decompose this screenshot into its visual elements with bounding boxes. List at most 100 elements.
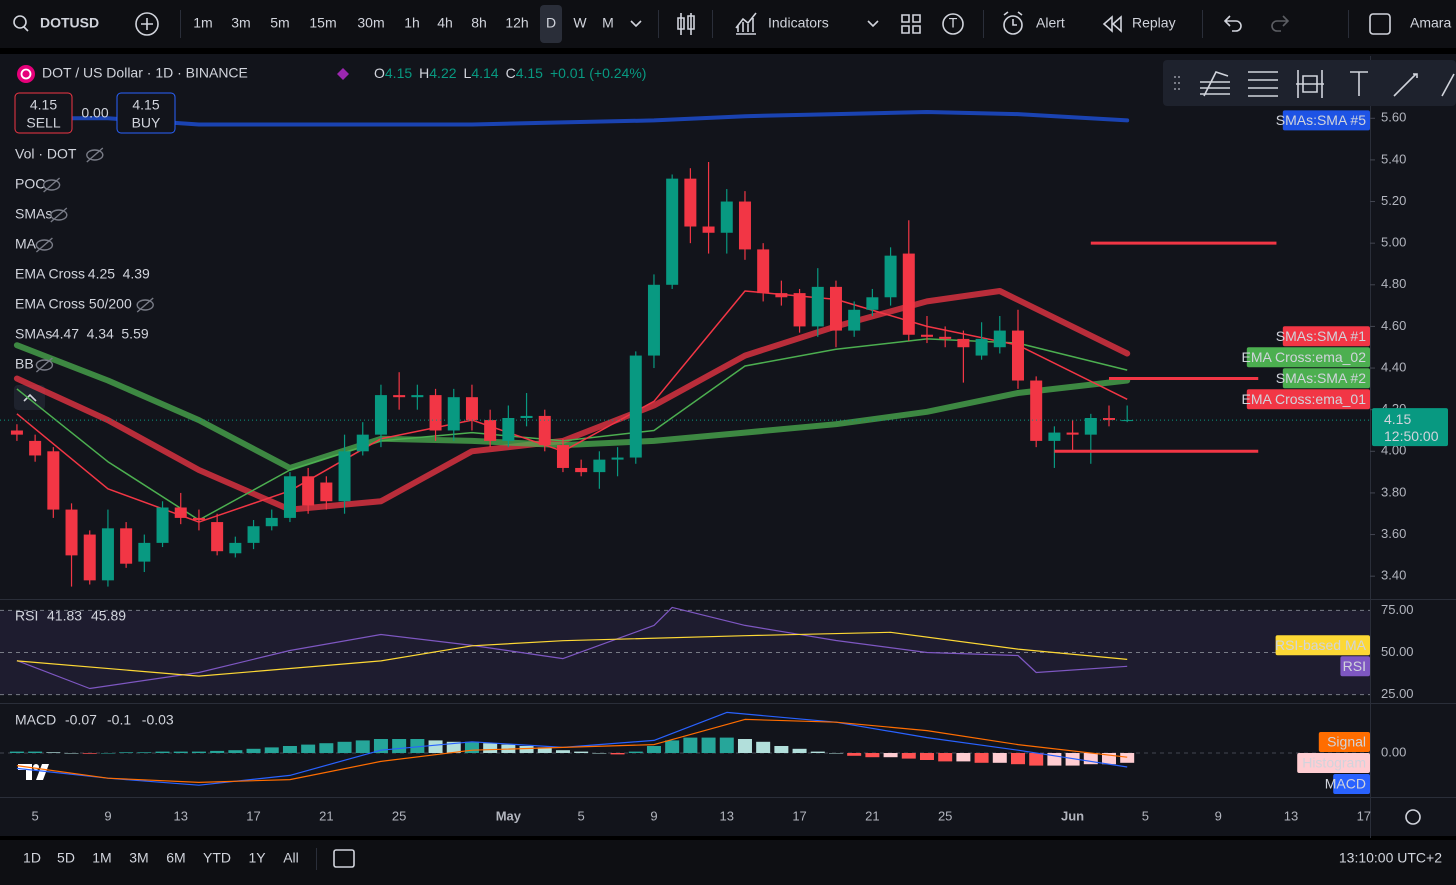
- range-button[interactable]: 1Y: [248, 850, 266, 866]
- legend-label[interactable]: EMA Cross 50/200: [15, 296, 132, 312]
- layouts-button[interactable]: [901, 14, 921, 34]
- candle-body: [502, 418, 515, 441]
- range-button[interactable]: 1M: [92, 850, 111, 866]
- rsi-line: [16, 606, 1128, 690]
- candle-body: [1066, 432, 1079, 435]
- brush-tool[interactable]: [1441, 73, 1455, 97]
- interval-button[interactable]: 8h: [471, 15, 487, 31]
- hidden-eye[interactable]: [86, 149, 104, 161]
- axis-settings[interactable]: [1405, 809, 1421, 825]
- user-name[interactable]: Amara: [1410, 15, 1451, 31]
- range-button[interactable]: 1D: [23, 850, 41, 866]
- y-tick-label: 50.00: [1381, 644, 1414, 659]
- interval-button[interactable]: 1m: [193, 15, 212, 31]
- interval-button[interactable]: 4h: [437, 15, 453, 31]
- legend-label[interactable]: Vol · DOT: [15, 146, 77, 162]
- range-button[interactable]: YTD: [203, 850, 231, 866]
- hidden-eye-slash: [35, 237, 53, 253]
- replay-button[interactable]: Replay: [1132, 15, 1176, 31]
- interval-button[interactable]: 15m: [309, 15, 336, 31]
- range-button[interactable]: 6M: [166, 850, 185, 866]
- trend-tool[interactable]: [1393, 73, 1418, 97]
- indicators-icon[interactable]: [735, 12, 757, 35]
- legend-label[interactable]: POC: [15, 176, 45, 192]
- legend-value: -0.03: [142, 712, 174, 728]
- alert-icon[interactable]: [1003, 15, 1023, 35]
- legend-label[interactable]: SMAs: [15, 326, 52, 342]
- hidden-eye[interactable]: [50, 209, 68, 221]
- histogram-bar: [610, 753, 625, 755]
- symbol-logo-ring: [20, 68, 32, 80]
- candle-body: [793, 293, 806, 327]
- fib-tool[interactable]: [1200, 71, 1230, 97]
- candle-body: [174, 507, 187, 518]
- legend-value: 45.89: [91, 608, 126, 624]
- range-button[interactable]: All: [283, 850, 299, 866]
- interval-button[interactable]: 5m: [270, 15, 289, 31]
- lines-tool[interactable]: [1248, 71, 1278, 97]
- interval-button[interactable]: D: [546, 15, 556, 31]
- interval-button[interactable]: 30m: [357, 15, 384, 31]
- candle-body: [101, 528, 114, 581]
- hidden-eye[interactable]: [35, 239, 54, 251]
- interval-button[interactable]: M: [602, 15, 614, 31]
- legend-label[interactable]: EMA Cross: [15, 266, 85, 282]
- symbol-name[interactable]: DOTUSD: [40, 15, 99, 31]
- y-tick-label: 3.60: [1381, 526, 1406, 541]
- interval-button[interactable]: 12h: [505, 15, 528, 31]
- interval-button[interactable]: W: [573, 15, 587, 31]
- histogram-bar: [1083, 753, 1098, 765]
- y-tick-label: 4.80: [1381, 276, 1406, 291]
- histogram-bar: [555, 750, 570, 753]
- collapse-button[interactable]: [14, 385, 45, 410]
- ohlc-value: 4.14: [471, 65, 498, 81]
- buy-button[interactable]: [116, 92, 176, 134]
- legend-label[interactable]: MA: [15, 236, 37, 252]
- undo-button[interactable]: [1223, 15, 1242, 32]
- histogram-bar: [392, 739, 407, 753]
- range-button[interactable]: 5D: [57, 850, 75, 866]
- legend-label[interactable]: BB: [15, 356, 34, 372]
- data-source-icon: [337, 68, 349, 80]
- hidden-eye[interactable]: [136, 299, 154, 311]
- buy-label: BUY: [132, 115, 161, 131]
- candle-body: [338, 451, 351, 502]
- templates-button[interactable]: [942, 13, 964, 35]
- candle-body: [283, 476, 296, 518]
- candle-body: [1030, 380, 1043, 441]
- interval-button[interactable]: 1h: [404, 15, 420, 31]
- range-tool[interactable]: [1296, 70, 1324, 98]
- indicators-dropdown[interactable]: [867, 20, 879, 28]
- clock[interactable]: 13:10:00 UTC+2: [1339, 850, 1442, 866]
- redo-button[interactable]: [1271, 15, 1290, 32]
- interval-button[interactable]: 3m: [231, 15, 250, 31]
- series-label-bg: [1333, 774, 1370, 794]
- candle-body: [884, 255, 897, 298]
- range-button[interactable]: 3M: [129, 850, 148, 866]
- drag-handle[interactable]: [1174, 76, 1180, 90]
- candle-body: [393, 395, 406, 398]
- templates-letter[interactable]: T: [949, 15, 958, 31]
- legend-label[interactable]: SMAs: [15, 206, 52, 222]
- hidden-eye[interactable]: [42, 179, 61, 191]
- candle-body: [29, 440, 42, 456]
- go-to-date[interactable]: [333, 849, 355, 868]
- sell-button[interactable]: [14, 92, 73, 134]
- alert-button[interactable]: Alert: [1036, 15, 1065, 31]
- fullscreen-button[interactable]: [1369, 13, 1391, 35]
- histogram-bar: [155, 751, 170, 753]
- interval-dropdown[interactable]: [630, 20, 642, 28]
- text-tool[interactable]: [1350, 71, 1368, 96]
- toolbar-icons: [13, 10, 1391, 38]
- chart-type-button[interactable]: [677, 13, 695, 35]
- candle-body: [575, 467, 588, 473]
- candle-body: [411, 395, 424, 398]
- replay-icon[interactable]: [1102, 15, 1122, 33]
- hidden-eye[interactable]: [35, 359, 54, 371]
- add-symbol-button[interactable]: [135, 12, 159, 36]
- indicators-button[interactable]: Indicators: [768, 15, 829, 31]
- ohlc-label: O: [374, 65, 385, 81]
- histogram-bar: [828, 753, 843, 754]
- search-icon[interactable]: [13, 15, 27, 29]
